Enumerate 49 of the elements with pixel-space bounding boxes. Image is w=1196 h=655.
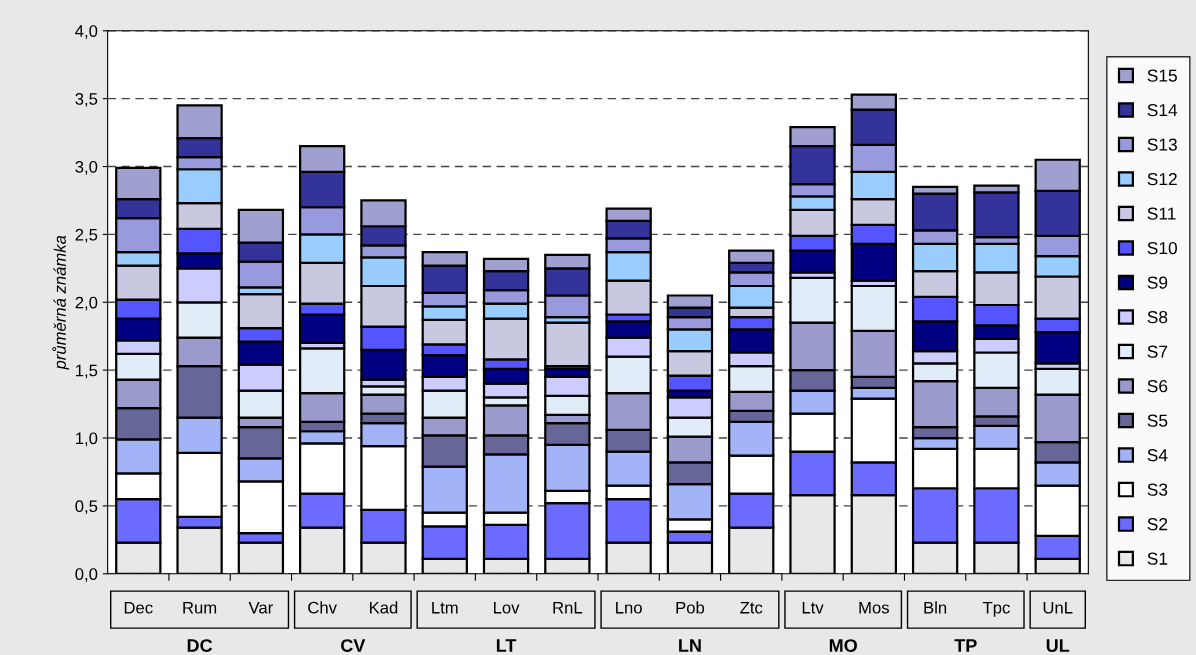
x-tick-label: Dec <box>124 601 153 614</box>
x-tick-label: Tpc <box>982 601 1010 617</box>
legend-label: S4 <box>1147 449 1168 462</box>
x-tick-label: UnL <box>1043 601 1073 614</box>
text: TP <box>954 639 977 652</box>
x-tick-label: Pob <box>676 601 705 614</box>
y-tick-label: 2,0 <box>75 296 98 311</box>
x-tick-label: Mos <box>859 601 889 614</box>
y-tick-label: 0,5 <box>75 500 98 515</box>
legend-label: S11 <box>1147 207 1176 220</box>
text: LN <box>679 639 701 652</box>
y-tick-label: 1,0 <box>76 432 98 447</box>
legend-label: S8 <box>1147 310 1168 324</box>
legend-label: S3 <box>1147 483 1168 496</box>
legend-label: S9 <box>1147 276 1168 289</box>
text: UL <box>1046 639 1070 652</box>
x-tick-label: Ltv <box>802 601 824 614</box>
text: MO <box>829 639 857 652</box>
x-tick-label: Var <box>248 601 273 614</box>
legend-label: S10 <box>1147 241 1177 255</box>
legend-label: S5 <box>1147 414 1168 427</box>
y-tick-label: 4,0 <box>75 25 98 39</box>
text: DC <box>187 639 213 652</box>
x-tick-label: Rum <box>183 601 217 614</box>
y-tick-label: 1,5 <box>76 364 98 379</box>
y-tick-label: 3,0 <box>75 160 98 175</box>
text: CV <box>341 639 366 652</box>
legend-label: S14 <box>1147 103 1178 117</box>
bar <box>544 321 591 368</box>
x-tick-label: Bln <box>924 601 947 614</box>
x-tick-label: Chv <box>308 601 337 614</box>
legend-label: S13 <box>1147 138 1177 151</box>
y-tick-label: 2,5 <box>75 228 98 243</box>
y-tick-label: 3,5 <box>75 93 98 107</box>
legend-label: S1 <box>1147 552 1168 565</box>
legend-label: S2 <box>1147 518 1168 531</box>
x-tick-label: Lov <box>493 601 520 614</box>
legend-label: S7 <box>1147 345 1168 358</box>
x-tick-label: Lno <box>616 601 642 614</box>
legend-label: S6 <box>1147 380 1168 393</box>
y-axis-title: průměrná známka <box>52 235 70 370</box>
x-tick-label: Kad <box>370 601 398 614</box>
legend-label: S12 <box>1147 172 1177 186</box>
x-tick-label: Ltm <box>432 601 458 614</box>
legend-label: S15 <box>1147 69 1177 82</box>
y-tick-label: 0,0 <box>75 568 98 582</box>
x-tick-label: Ztc <box>740 601 763 614</box>
text: LT <box>496 639 517 652</box>
x-tick-label: RnL <box>553 601 583 614</box>
